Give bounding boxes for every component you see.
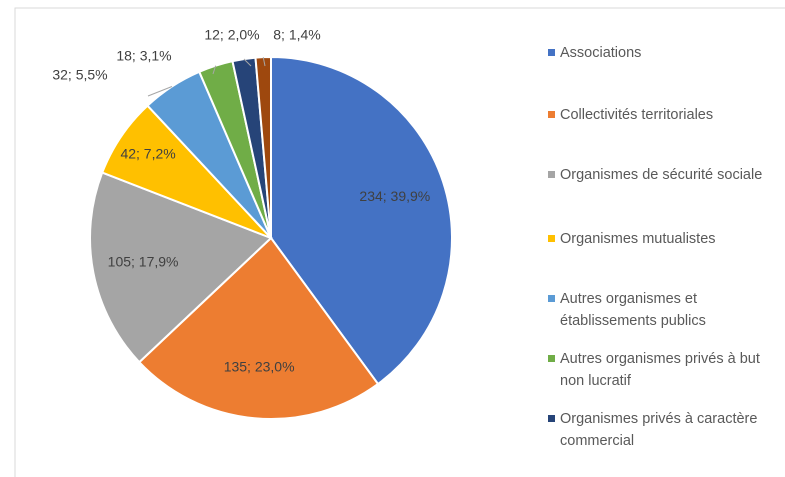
leader-line bbox=[212, 65, 217, 75]
data-label: 32; 5,5% bbox=[52, 67, 107, 83]
pie-slice bbox=[89, 171, 273, 364]
pie-slice bbox=[270, 55, 453, 386]
pie-slice bbox=[254, 55, 272, 239]
data-label: 8; 1,4% bbox=[273, 27, 320, 43]
legend-label: Organismes privés à caractère commercial bbox=[560, 411, 758, 449]
legend-swatch bbox=[548, 295, 555, 302]
legend-label: Organismes de sécurité sociale bbox=[560, 167, 763, 183]
legend-entry: Autres organismes et établissements publ… bbox=[548, 288, 782, 332]
data-label: 234; 39,9% bbox=[359, 188, 430, 204]
leader-line bbox=[147, 86, 173, 97]
legend-swatch bbox=[548, 49, 555, 56]
data-label: 12; 2,0% bbox=[204, 27, 259, 43]
legend-entry: Associations bbox=[548, 42, 782, 64]
leader-line bbox=[262, 57, 266, 67]
legend-label: Collectivités territoriales bbox=[560, 107, 714, 123]
pie-slice bbox=[137, 236, 380, 420]
legend-swatch bbox=[548, 355, 555, 362]
leader-line bbox=[243, 58, 252, 67]
legend-swatch bbox=[548, 235, 555, 242]
legend-label: Associations bbox=[560, 45, 642, 61]
data-label: 135; 23,0% bbox=[224, 358, 295, 374]
chart-border bbox=[14, 7, 785, 477]
legend-entry: Organismes privés à caractère commercial bbox=[548, 408, 782, 452]
legend-label: Organismes mutualistes bbox=[560, 231, 716, 247]
data-label: 18; 3,1% bbox=[116, 48, 171, 64]
data-label: 105; 17,9% bbox=[108, 254, 179, 270]
legend-label: Autres organismes et établissements publ… bbox=[560, 291, 706, 329]
legend-entry: Organismes de sécurité sociale bbox=[548, 164, 782, 186]
legend-entry: Organismes mutualistes bbox=[548, 228, 782, 250]
legend-entry: Collectivités territoriales bbox=[548, 104, 782, 126]
legend-swatch bbox=[548, 415, 555, 422]
legend-entry: Autres organismes privés à but non lucra… bbox=[548, 348, 782, 392]
legend-swatch bbox=[548, 111, 555, 118]
data-label: 42; 7,2% bbox=[120, 146, 175, 162]
legend-swatch bbox=[548, 171, 555, 178]
legend-label: Autres organismes privés à but non lucra… bbox=[560, 351, 760, 389]
